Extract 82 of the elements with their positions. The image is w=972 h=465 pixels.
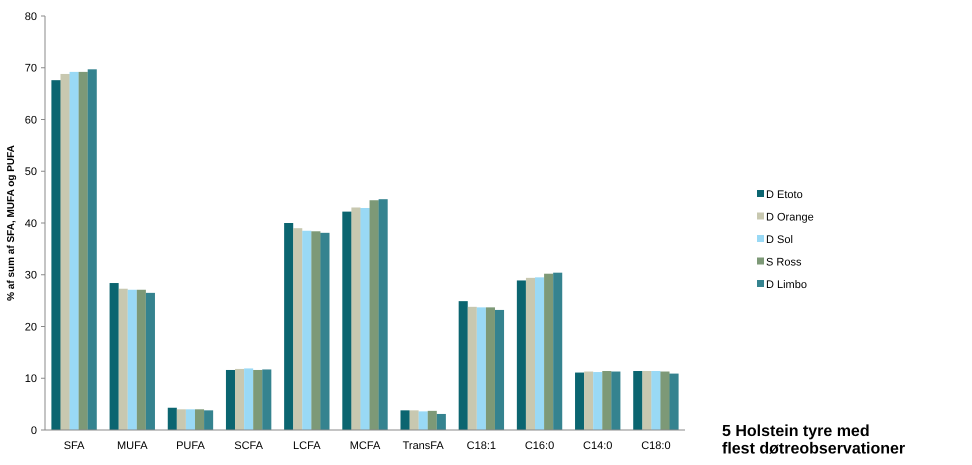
text: 5 Holstein tyre med flest døtreobservationer <box>722 423 906 458</box>
bar <box>602 371 612 430</box>
bar <box>516 280 526 430</box>
bar <box>253 370 262 430</box>
bar <box>128 290 137 430</box>
bar <box>351 207 360 430</box>
bar <box>436 414 446 430</box>
y-tick-label: 80 <box>24 10 37 23</box>
bar <box>410 410 419 430</box>
bar <box>428 410 437 430</box>
y-axis-title: % af sum af SFA, MUFA og PUFA <box>6 145 17 301</box>
y-tick-label: 0 <box>30 424 37 437</box>
y-tick-label: 30 <box>24 270 37 282</box>
bar <box>476 307 486 430</box>
x-tick-label: SCFA <box>234 440 264 452</box>
x-tick-label: C18:0 <box>641 440 671 452</box>
bar <box>593 372 602 430</box>
y-tick-label: 50 <box>24 166 37 178</box>
legend-label: D Limbo <box>766 278 807 291</box>
bar <box>468 306 477 430</box>
bar <box>651 371 660 430</box>
bar <box>575 372 584 430</box>
bar <box>553 272 562 430</box>
bar <box>544 274 554 430</box>
bar <box>660 372 670 430</box>
bar <box>342 212 352 430</box>
bar <box>51 80 60 430</box>
bar <box>302 230 312 430</box>
bar <box>526 278 536 430</box>
bar <box>400 410 410 430</box>
bar <box>136 290 146 430</box>
bar <box>168 408 177 430</box>
bar <box>293 228 302 430</box>
bar <box>611 372 620 430</box>
bar <box>88 69 97 430</box>
bar <box>118 288 128 430</box>
bar <box>311 231 320 430</box>
bar <box>226 370 236 430</box>
y-tick-label: 40 <box>24 218 37 230</box>
bar <box>418 411 428 430</box>
x-tick-label: PUFA <box>176 440 206 452</box>
y-tick-label: 70 <box>24 62 37 75</box>
y-tick-label: 60 <box>24 114 37 126</box>
bar <box>584 372 594 430</box>
x-tick-label: MCFA <box>350 440 381 452</box>
legend-label: D Etoto <box>766 188 803 201</box>
bar <box>378 199 388 430</box>
bar <box>146 292 155 430</box>
bar <box>535 277 544 430</box>
bar <box>360 208 370 430</box>
bar <box>284 223 294 430</box>
bar <box>204 410 214 430</box>
x-tick-label: C18:1 <box>466 440 496 452</box>
bar <box>262 369 272 430</box>
y-tick-label: 10 <box>24 373 37 386</box>
legend-label: D Sol <box>766 234 793 246</box>
bar <box>458 301 468 430</box>
x-tick-label: C16:0 <box>524 440 554 452</box>
bar <box>78 72 88 430</box>
bar <box>320 232 330 430</box>
x-tick-label: C14:0 <box>583 440 612 452</box>
bar <box>244 368 254 430</box>
bar <box>494 310 504 430</box>
bar <box>70 72 79 430</box>
bar <box>176 409 186 430</box>
legend-label: D Orange <box>766 211 814 224</box>
bar <box>194 409 204 430</box>
bar <box>235 368 244 430</box>
bar <box>370 200 379 430</box>
bar <box>642 371 652 430</box>
bar <box>670 374 679 430</box>
y-tick-label: 20 <box>24 321 37 334</box>
bar <box>186 409 195 430</box>
bar <box>110 283 119 430</box>
x-tick-label: TransFA <box>402 440 444 452</box>
bar <box>633 371 642 430</box>
bar <box>486 307 495 430</box>
x-tick-label: LCFA <box>293 440 322 452</box>
bar <box>60 74 70 430</box>
legend-label: S Ross <box>766 256 802 268</box>
x-tick-label: SFA <box>64 440 86 452</box>
x-tick-label: MUFA <box>116 440 148 452</box>
